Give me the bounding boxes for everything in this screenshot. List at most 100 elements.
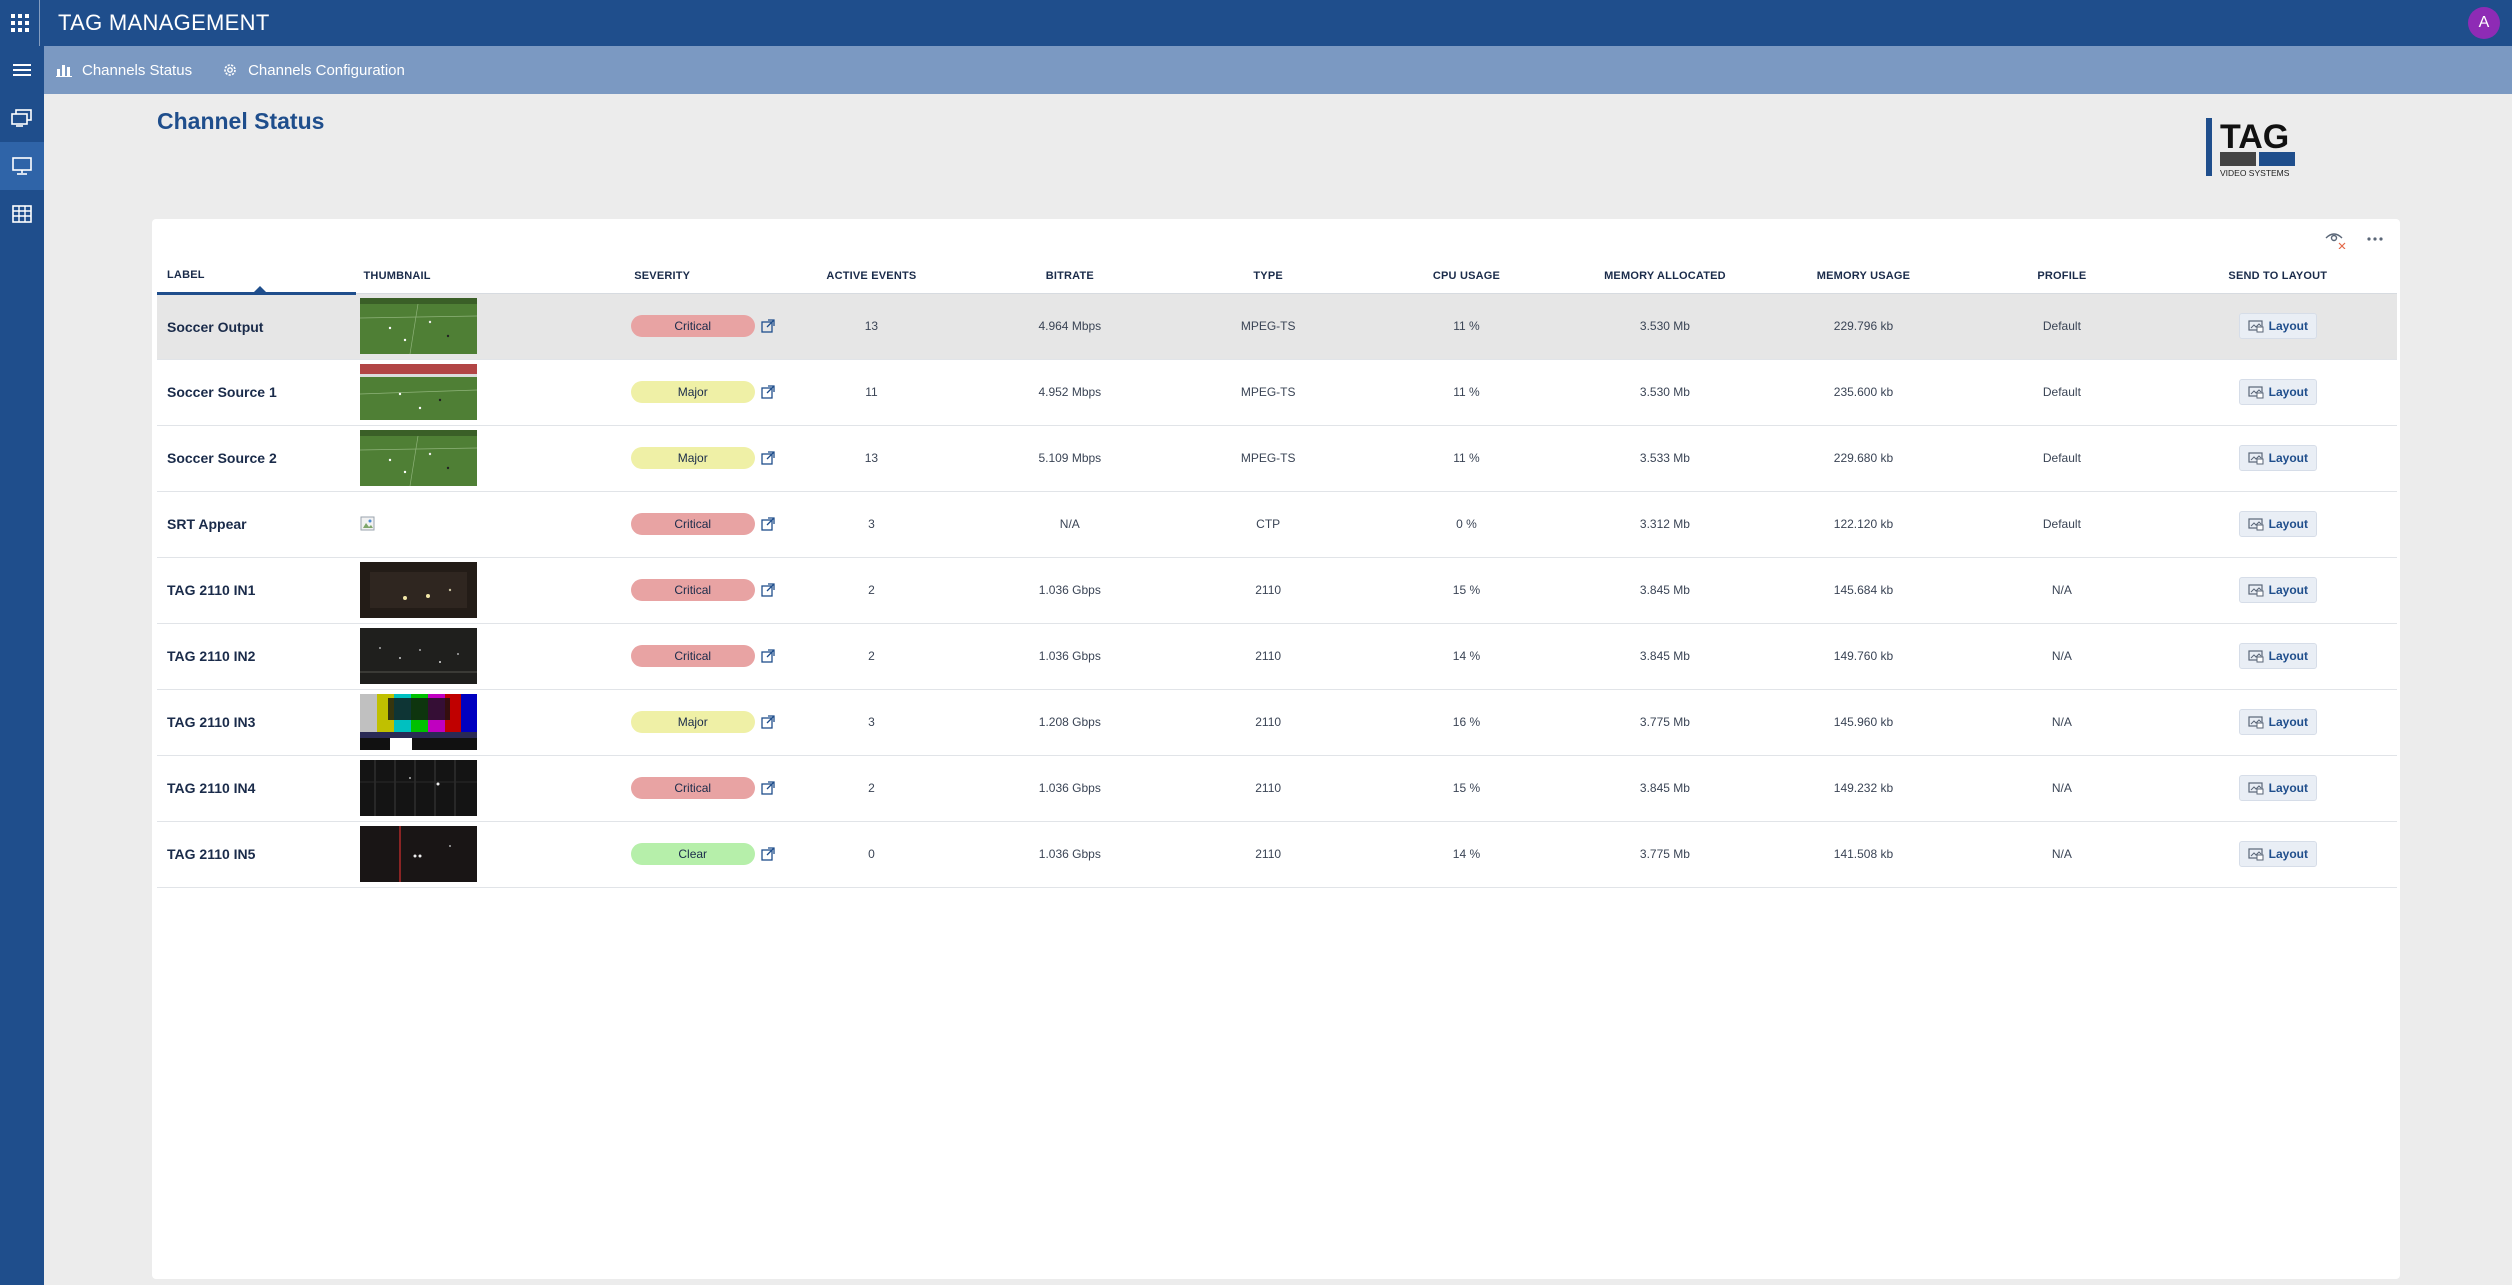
send-to-layout-cell: Layout: [2158, 425, 2397, 492]
column-header-bitrate[interactable]: BITRATE: [968, 259, 1172, 294]
send-to-layout-button[interactable]: Layout: [2238, 445, 2317, 471]
table-row[interactable]: Soccer Source 2 Major 13 5.109 Mbps MPEG…: [157, 425, 2397, 492]
column-header-active-events[interactable]: ACTIVE EVENTS: [774, 259, 969, 294]
layout-icon: [2248, 715, 2264, 728]
send-to-layout-button[interactable]: Layout: [2238, 841, 2317, 867]
apps-grid-icon[interactable]: [0, 0, 40, 46]
visibility-icon[interactable]: [2324, 229, 2348, 249]
cpu-usage-value: 14 %: [1364, 821, 1569, 888]
left-rail: [0, 46, 44, 1285]
open-external-icon[interactable]: [761, 583, 775, 597]
thumbnail-cell: [355, 557, 550, 624]
table-row[interactable]: SRT Appear Critical 3 N/A CTP 0 % 3.312 …: [157, 491, 2397, 558]
severity-badge: Major: [630, 381, 755, 403]
monitors-icon: [11, 109, 32, 127]
open-external-icon[interactable]: [761, 517, 775, 531]
memory-allocated-value: 3.775 Mb: [1568, 821, 1762, 888]
table-row[interactable]: TAG 2110 IN2 Critical 2 1.036 Gbps 2110 …: [157, 623, 2397, 690]
cpu-usage-value: 11 %: [1364, 425, 1569, 492]
tab-label: Channels Configuration: [248, 61, 405, 79]
channel-label: TAG 2110 IN2: [157, 623, 356, 690]
video-thumbnail: [359, 826, 477, 882]
column-header-severity[interactable]: SEVERITY: [549, 259, 775, 294]
memory-allocated-value: 3.312 Mb: [1568, 491, 1762, 558]
hamburger-icon: [13, 64, 31, 76]
open-external-icon[interactable]: [761, 781, 775, 795]
type-value: MPEG-TS: [1171, 359, 1365, 426]
table-icon: [12, 205, 32, 223]
send-to-layout-button[interactable]: Layout: [2238, 709, 2317, 735]
cpu-usage-value: 15 %: [1364, 755, 1569, 822]
tab-label: Channels Status: [82, 61, 193, 79]
layout-icon: [2248, 517, 2264, 530]
table-row[interactable]: Soccer Source 1 Major 11 4.952 Mbps MPEG…: [157, 359, 2397, 426]
top-bar: TAG MANAGEMENT A: [0, 0, 2512, 46]
type-value: 2110: [1171, 689, 1365, 756]
type-value: 2110: [1171, 755, 1365, 822]
table-row[interactable]: TAG 2110 IN3 Major 3 1.208 Gbps 2110 16 …: [157, 689, 2397, 756]
thumbnail-cell: [355, 623, 550, 690]
memory-allocated-value: 3.775 Mb: [1568, 689, 1762, 756]
table-row[interactable]: TAG 2110 IN5 Clear 0 1.036 Gbps 2110 14 …: [157, 821, 2397, 888]
cpu-usage-value: 0 %: [1364, 491, 1569, 558]
table-row[interactable]: Soccer Output Critical 13 4.964 Mbps MPE…: [157, 293, 2397, 360]
more-options-icon[interactable]: [2366, 236, 2384, 242]
table-row[interactable]: TAG 2110 IN1 Critical 2 1.036 Gbps 2110 …: [157, 557, 2397, 624]
active-events-value: 2: [774, 623, 969, 690]
profile-value: Default: [1965, 491, 2159, 558]
type-value: 2110: [1171, 557, 1365, 624]
memory-usage-value: 149.232 kb: [1761, 755, 1966, 822]
memory-allocated-value: 3.530 Mb: [1568, 359, 1762, 426]
send-to-layout-button[interactable]: Layout: [2238, 577, 2317, 603]
send-to-layout-button[interactable]: Layout: [2238, 643, 2317, 669]
soccer-thumbnail: [359, 430, 477, 486]
open-external-icon[interactable]: [761, 451, 775, 465]
column-header-label[interactable]: LABEL: [157, 259, 356, 295]
open-external-icon[interactable]: [761, 319, 775, 333]
table-row[interactable]: TAG 2110 IN4 Critical 2 1.036 Gbps 2110 …: [157, 755, 2397, 822]
bitrate-value: 1.036 Gbps: [968, 623, 1172, 690]
menu-toggle-button[interactable]: [0, 46, 44, 94]
channel-label: Soccer Source 1: [157, 359, 356, 426]
cpu-usage-value: 11 %: [1364, 359, 1569, 426]
column-header-profile[interactable]: PROFILE: [1965, 259, 2159, 294]
severity-cell: Major: [549, 359, 775, 426]
send-to-layout-button[interactable]: Layout: [2238, 379, 2317, 405]
column-header-cpu-usage[interactable]: CPU USAGE: [1364, 259, 1569, 294]
profile-value: N/A: [1965, 689, 2159, 756]
layout-icon: [2248, 781, 2264, 794]
column-header-type[interactable]: TYPE: [1171, 259, 1365, 294]
memory-allocated-value: 3.530 Mb: [1568, 293, 1762, 360]
rail-item-table[interactable]: [0, 190, 44, 238]
bitrate-value: 1.036 Gbps: [968, 821, 1172, 888]
send-to-layout-button[interactable]: Layout: [2238, 511, 2317, 537]
column-header-memory-usage[interactable]: MEMORY USAGE: [1761, 259, 1966, 294]
rail-item-status[interactable]: [0, 142, 44, 190]
column-header-send-to-layout[interactable]: SEND TO LAYOUT: [2158, 259, 2397, 294]
profile-value: N/A: [1965, 557, 2159, 624]
memory-allocated-value: 3.533 Mb: [1568, 425, 1762, 492]
column-header-memory-allocated[interactable]: MEMORY ALLOCATED: [1568, 259, 1762, 294]
thumbnail-cell: [355, 689, 550, 756]
cpu-usage-value: 16 %: [1364, 689, 1569, 756]
memory-allocated-value: 3.845 Mb: [1568, 623, 1762, 690]
send-to-layout-cell: Layout: [2158, 293, 2397, 360]
memory-usage-value: 229.796 kb: [1761, 293, 1966, 360]
send-to-layout-button[interactable]: Layout: [2238, 775, 2317, 801]
rail-item-channels[interactable]: [0, 94, 44, 142]
open-external-icon[interactable]: [761, 715, 775, 729]
open-external-icon[interactable]: [761, 649, 775, 663]
tab-channels-status[interactable]: Channels Status: [56, 62, 192, 79]
column-header-thumbnail[interactable]: THUMBNAIL: [355, 259, 550, 294]
profile-value: N/A: [1965, 755, 2159, 822]
tab-channels-configuration[interactable]: Channels Configuration: [222, 62, 405, 79]
video-thumbnail: [359, 562, 477, 618]
open-external-icon[interactable]: [761, 847, 775, 861]
channel-label: Soccer Source 2: [157, 425, 356, 492]
severity-badge: Critical: [630, 513, 755, 535]
active-events-value: 2: [774, 557, 969, 624]
avatar[interactable]: A: [2468, 7, 2500, 39]
send-to-layout-button[interactable]: Layout: [2238, 313, 2317, 339]
open-external-icon[interactable]: [761, 385, 775, 399]
severity-badge: Major: [630, 447, 755, 469]
